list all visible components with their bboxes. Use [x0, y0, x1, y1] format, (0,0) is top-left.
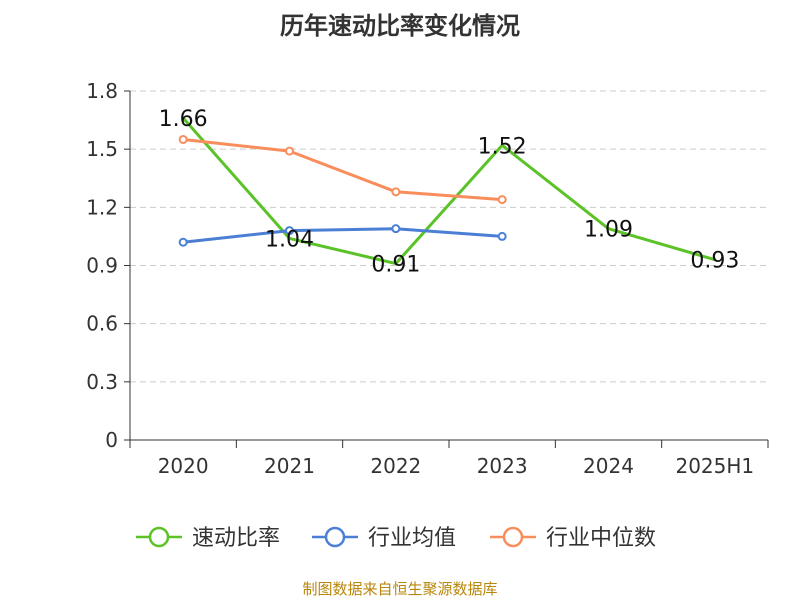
series-line-1 — [181, 227, 504, 244]
data-point — [497, 231, 507, 241]
data-point — [391, 187, 401, 197]
data-label: 1.09 — [584, 218, 633, 243]
data-label: 1.66 — [159, 107, 208, 132]
data-label: 0.91 — [371, 253, 420, 278]
y-tick-label: 1.2 — [86, 195, 118, 219]
data-point — [497, 195, 507, 205]
x-tick-label: 2023 — [477, 454, 528, 478]
chart-title: 历年速动比率变化情况 — [280, 12, 520, 40]
x-tick-label: 2024 — [583, 454, 634, 478]
series-line-2 — [181, 138, 504, 202]
legend-label: 行业均值 — [368, 526, 456, 551]
data-label: 0.93 — [690, 249, 739, 274]
x-tick-label: 2021 — [264, 454, 315, 478]
x-tick-label: 2025H1 — [675, 454, 754, 478]
legend[interactable]: 速动比率 行业均值 行业中位数 — [136, 526, 656, 551]
data-point — [285, 146, 294, 156]
legend-label: 速动比率 — [192, 526, 280, 551]
data-source: 制图数据来自恒生聚源数据库 — [302, 580, 498, 598]
y-tick-label: 0.6 — [86, 312, 118, 336]
y-tick-label: 1.5 — [86, 137, 118, 161]
x-tick-label: 2022 — [370, 454, 421, 478]
data-label: 1.52 — [478, 134, 527, 159]
series-lines — [178, 116, 717, 266]
y-tick-label: 1.8 — [86, 79, 118, 103]
data-point — [178, 134, 188, 144]
y-tick-label: 0 — [105, 428, 118, 452]
x-tick-label: 2020 — [158, 454, 209, 478]
data-labels: 1.66 1.04 0.91 1.52 1.09 0.93 — [159, 107, 740, 277]
data-point — [391, 224, 401, 234]
grid-lines — [130, 90, 768, 383]
legend-swatch-marker — [502, 526, 524, 548]
y-tick-label: 0.9 — [86, 254, 118, 278]
data-point — [285, 226, 294, 236]
data-label: 1.04 — [265, 227, 314, 252]
legend-label: 行业中位数 — [546, 526, 656, 551]
legend-swatch-marker — [148, 526, 170, 548]
axes: 0 0.3 0.6 0.9 1.2 1.5 1.8 2020 2021 2022 2023 2024 2… — [86, 79, 769, 478]
y-tick-label: 0.3 — [86, 370, 118, 394]
legend-swatch-marker — [324, 526, 346, 548]
series-line-0 — [181, 116, 717, 266]
data-point — [178, 237, 188, 247]
